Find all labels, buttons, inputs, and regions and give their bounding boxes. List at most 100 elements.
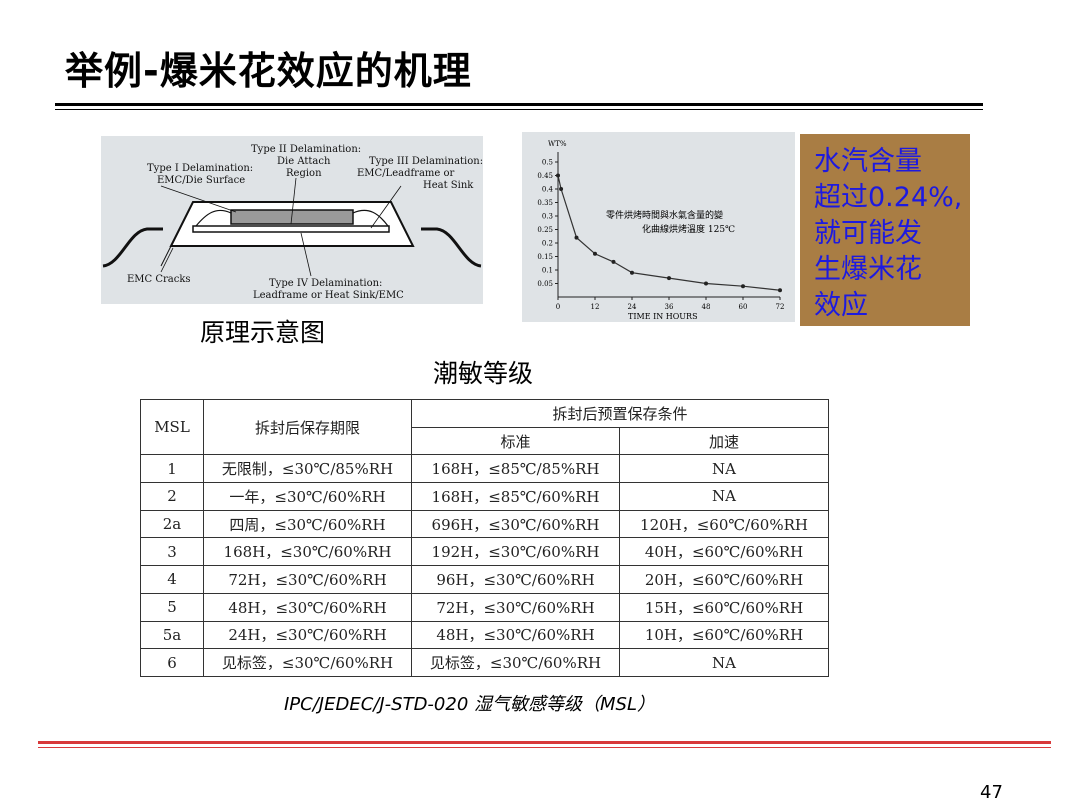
title-divider-thick xyxy=(55,103,983,106)
header-msl: MSL xyxy=(140,398,204,456)
series-line xyxy=(557,175,781,291)
label-type1-title: Type I Delamination: xyxy=(147,163,253,174)
cell-level: 4 xyxy=(140,565,204,594)
header-standard: 标准 xyxy=(411,426,620,456)
note-line-4: 生爆米花 xyxy=(814,254,922,285)
cell-standard: 72H，≤30℃/60%RH xyxy=(411,592,620,622)
table-header-row: MSL 拆封后保存期限 拆封后预置保存条件 xyxy=(140,398,829,456)
note-line-1: 水汽含量 xyxy=(814,146,922,177)
table-row: 6 见标签，≤30℃/60%RH 见标签，≤30℃/60%RH NA xyxy=(140,648,829,677)
data-point xyxy=(778,288,782,293)
y-tick-label: 0.35 xyxy=(537,199,553,207)
table-heading: 潮敏等级 xyxy=(433,359,534,388)
data-point xyxy=(741,284,745,289)
cell-standard: 见标签，≤30℃/60%RH xyxy=(411,648,620,677)
x-tick-label: 48 xyxy=(702,303,711,311)
y-tick-label: 0.4 xyxy=(542,186,554,194)
cell-accelerated: 120H，≤60℃/60%RH xyxy=(619,509,829,539)
y-tick-label: 0.5 xyxy=(542,159,553,167)
y-tick-label: 0.05 xyxy=(537,280,553,288)
x-tick-label: 12 xyxy=(591,303,600,311)
label-type4-title: Type IV Delamination: xyxy=(269,278,382,289)
footer-divider-thin xyxy=(38,747,1051,748)
cell-accelerated: NA xyxy=(619,648,829,677)
cell-level: 5 xyxy=(140,592,204,622)
x-tick-label: 36 xyxy=(665,303,674,311)
chart-title-line1: 零件烘烤時間與水氣含量的變 xyxy=(606,209,723,221)
x-tick-label: 24 xyxy=(628,303,637,311)
y-tick-label: 0.2 xyxy=(542,240,553,248)
y-tick-label: 0.15 xyxy=(537,253,553,261)
cell-accelerated: 20H，≤60℃/60%RH xyxy=(619,565,829,594)
cell-accelerated: NA xyxy=(619,454,829,484)
diagram-caption: 原理示意图 xyxy=(200,318,326,347)
cell-accelerated: 10H，≤60℃/60%RH xyxy=(619,620,829,650)
delamination-diagram: Type II Delamination: Die Attach Region … xyxy=(101,136,483,304)
data-point xyxy=(593,251,597,256)
cell-floor-life: 四周，≤30℃/60%RH xyxy=(203,509,412,539)
cell-level: 5a xyxy=(140,620,204,650)
cell-accelerated: 40H，≤60℃/60%RH xyxy=(619,537,829,567)
header-preconditioning: 拆封后预置保存条件 xyxy=(411,399,829,428)
data-point xyxy=(556,173,560,178)
data-point xyxy=(630,270,634,275)
y-tick-label: 0.1 xyxy=(542,267,553,275)
cell-floor-life: 48H，≤30℃/60%RH xyxy=(203,592,412,622)
moisture-note-box: 水汽含量 超过0.24%, 就可能发 生爆米花 效应 xyxy=(800,134,970,326)
y-tick-label: 0.3 xyxy=(542,213,553,221)
note-line-3: 就可能发 xyxy=(814,218,922,249)
package-cross-section: Type II Delamination: Die Attach Region … xyxy=(102,144,483,301)
y-tick-label: 0.45 xyxy=(537,172,553,180)
table-row: 4 72H，≤30℃/60%RH 96H，≤30℃/60%RH 20H，≤60℃/60… xyxy=(140,565,829,594)
cell-floor-life: 一年，≤30℃/60%RH xyxy=(203,482,412,511)
table-row: 5 48H，≤30℃/60%RH 72H，≤30℃/60%RH 15H，≤60℃/60… xyxy=(140,592,829,622)
cell-standard: 696H，≤30℃/60%RH xyxy=(411,509,620,539)
cell-floor-life: 72H，≤30℃/60%RH xyxy=(203,565,412,594)
label-type3-sub1: EMC/Leadframe or xyxy=(357,168,455,179)
table-row: 2a 四周，≤30℃/60%RH 696H，≤30℃/60%RH 120H，≤60℃/… xyxy=(140,509,829,539)
slide-title: 举例-爆米花效应的机理 xyxy=(65,49,472,93)
chart-ylabel: WT% xyxy=(548,140,567,148)
table-subheader-row: 标准 加速 xyxy=(141,426,829,456)
cell-floor-life: 24H，≤30℃/60%RH xyxy=(203,620,412,650)
cell-floor-life: 见标签，≤30℃/60%RH xyxy=(203,648,412,677)
label-emc-cracks: EMC Cracks xyxy=(127,274,191,285)
header-accelerated: 加速 xyxy=(619,426,829,456)
label-type3-sub2: Heat Sink xyxy=(423,180,474,191)
cell-standard: 192H，≤30℃/60%RH xyxy=(411,537,620,567)
data-point xyxy=(559,187,564,191)
x-tick-label: 60 xyxy=(739,303,748,311)
cell-accelerated: NA xyxy=(619,482,829,511)
data-point xyxy=(667,276,671,281)
cell-level: 3 xyxy=(140,537,204,567)
cell-standard: 48H，≤30℃/60%RH xyxy=(411,620,620,650)
cell-standard: 168H，≤85℃/85%RH xyxy=(411,454,620,484)
cell-level: 2a xyxy=(140,509,204,539)
x-tick-label: 0 xyxy=(556,303,560,311)
y-tick-label: 0.25 xyxy=(537,226,553,234)
page-number: 47 xyxy=(980,782,1003,803)
chart-title-line2: 化曲線烘烤溫度 125℃ xyxy=(642,223,735,235)
cell-standard: 96H，≤30℃/60%RH xyxy=(411,565,620,594)
note-line-5: 效应 xyxy=(814,290,868,321)
footer-divider-thick xyxy=(38,741,1051,744)
chart-svg: WT% 零件烘烤時間與水氣含量的變 化曲線烘烤溫度 125℃ TIME IN H… xyxy=(537,140,785,321)
x-tick-label: 72 xyxy=(776,303,785,311)
table-row: 2 一年，≤30℃/60%RH 168H，≤85℃/60%RH NA xyxy=(140,482,829,511)
label-type4-sub: Leadframe or Heat Sink/EMC xyxy=(253,290,404,301)
msl-table: MSL 拆封后保存期限 拆封后预置保存条件 标准 加速 1 无限制，≤30℃/85… xyxy=(140,398,829,677)
label-type2-title: Type II Delamination: xyxy=(251,144,361,155)
note-line-2: 超过0.24%, xyxy=(814,182,963,213)
table-row: 3 168H，≤30℃/60%RH 192H，≤30℃/60%RH 40H，≤60℃/… xyxy=(140,537,829,567)
cell-standard: 168H，≤85℃/60%RH xyxy=(411,482,620,511)
cell-accelerated: 15H，≤60℃/60%RH xyxy=(619,592,829,622)
cell-level: 6 xyxy=(140,648,204,677)
label-type3-title: Type III Delamination: xyxy=(369,156,483,167)
cell-level: 2 xyxy=(140,482,204,511)
chart-xlabel: TIME IN HOURS xyxy=(628,312,698,321)
data-point xyxy=(574,235,579,240)
table-row: 5a 24H，≤30℃/60%RH 48H，≤30℃/60%RH 10H，≤60℃/6… xyxy=(140,620,829,650)
table-row: 1 无限制，≤30℃/85%RH 168H，≤85℃/85%RH NA xyxy=(140,454,829,484)
header-floor-life: 拆封后保存期限 xyxy=(203,398,412,456)
label-type2-sub1: Die Attach xyxy=(277,156,331,167)
